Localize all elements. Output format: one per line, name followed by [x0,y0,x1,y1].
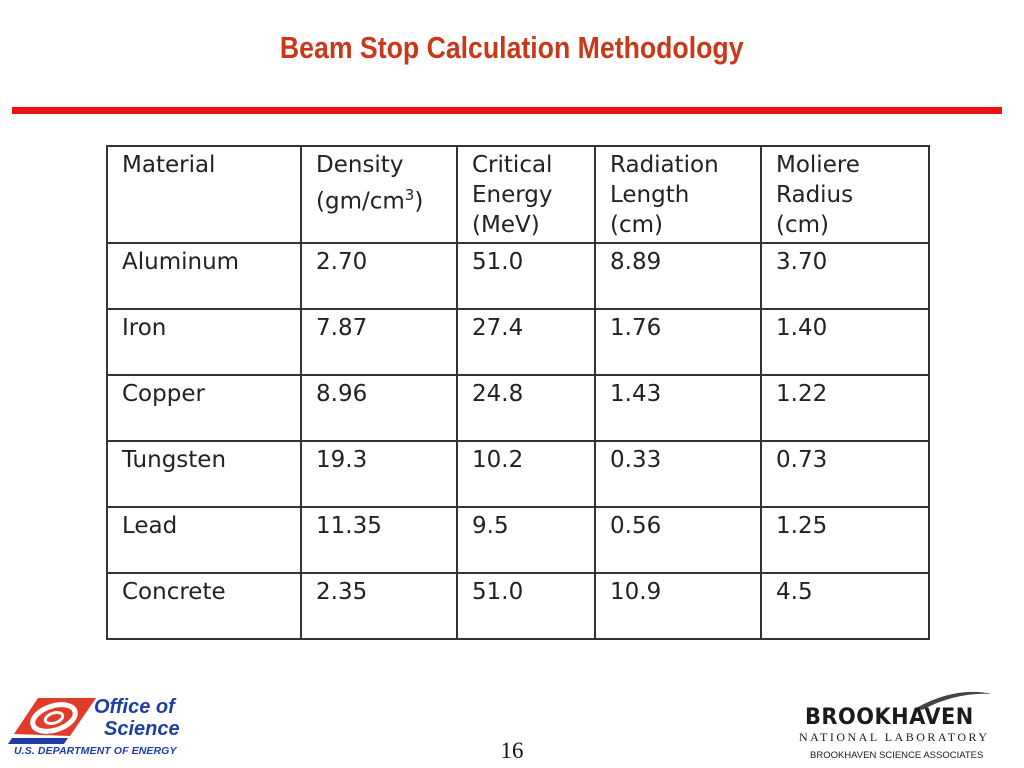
table-row: Lead 11.35 9.5 0.56 1.25 [106,506,930,574]
value-cell: 10.2 [456,440,596,508]
material-cell: Concrete [106,572,302,640]
brookhaven-science-associates-label: BROOKHAVEN SCIENCE ASSOCIATES [810,750,984,761]
header-text: Energy [472,182,553,208]
value-cell: 4.5 [760,572,930,640]
value-cell: 19.3 [300,440,458,508]
table-header-cell: Density (gm/cm3) [300,145,458,244]
value-cell: 11.35 [300,506,458,574]
title-divider [12,107,1002,114]
header-text: ) [414,188,424,215]
value-cell: 7.87 [300,308,458,376]
header-text: (cm) [610,212,663,238]
table-row: Iron 7.87 27.4 1.76 1.40 [106,308,930,376]
material-cell: Iron [106,308,302,376]
header-text: (MeV) [472,212,540,238]
value-cell: 1.40 [760,308,930,376]
table-header-cell: Critical Energy (MeV) [456,145,596,244]
value-cell: 51.0 [456,242,596,310]
national-laboratory-label: NATIONAL LABORATORY [799,730,990,744]
brookhaven-wordmark: BROOKHAVEN [805,705,974,730]
header-text: Material [122,152,216,178]
header-text: Moliere [776,152,860,178]
value-cell: 8.96 [300,374,458,442]
value-cell: 3.70 [760,242,930,310]
value-cell: 24.8 [456,374,596,442]
office-of-science-line2: Science [104,718,180,740]
header-text: Critical [472,152,553,178]
header-text: Length [610,182,690,208]
page-number: 16 [500,738,524,763]
header-text: Radiation [610,152,719,178]
value-cell: 0.56 [594,506,762,574]
table-row: Tungsten 19.3 10.2 0.33 0.73 [106,440,930,508]
material-cell: Tungsten [106,440,302,508]
table-header-cell: Material [106,145,302,244]
value-cell: 2.35 [300,572,458,640]
table-header-cell: Moliere Radius (cm) [760,145,930,244]
brookhaven-swoosh-icon [916,691,992,710]
value-cell: 1.22 [760,374,930,442]
doe-label: U.S. DEPARTMENT OF ENERGY [14,745,177,757]
table-row: Copper 8.96 24.8 1.43 1.22 [106,374,930,442]
table-header-cell: Radiation Length (cm) [594,145,762,244]
material-cell: Copper [106,374,302,442]
material-cell: Lead [106,506,302,574]
header-superscript: 3 [404,186,415,204]
header-text: Density [316,152,404,178]
value-cell: 51.0 [456,572,596,640]
materials-table: Material Density (gm/cm3) Critical Energy (Me… [106,145,930,640]
value-cell: 1.76 [594,308,762,376]
value-cell: 2.70 [300,242,458,310]
table-row: Concrete 2.35 51.0 10.9 4.5 [106,572,930,640]
office-of-science-logo [8,698,96,744]
material-cell: Aluminum [106,242,302,310]
value-cell: 0.33 [594,440,762,508]
value-cell: 1.43 [594,374,762,442]
value-cell: 27.4 [456,308,596,376]
table-row: Aluminum 2.70 51.0 8.89 3.70 [106,242,930,310]
doe-swirl-icon [8,698,96,744]
slide-title: Beam Stop Calculation Methodology [279,30,744,65]
table-header-row: Material Density (gm/cm3) Critical Energy (Me… [106,145,930,244]
header-text: Radius [776,182,854,208]
value-cell: 9.5 [456,506,596,574]
header-text: (gm/cm [316,188,405,215]
value-cell: 1.25 [760,506,930,574]
office-of-science-line1: Office of [94,696,175,718]
value-cell: 10.9 [594,572,762,640]
header-text: (cm) [776,212,829,238]
value-cell: 0.73 [760,440,930,508]
value-cell: 8.89 [594,242,762,310]
